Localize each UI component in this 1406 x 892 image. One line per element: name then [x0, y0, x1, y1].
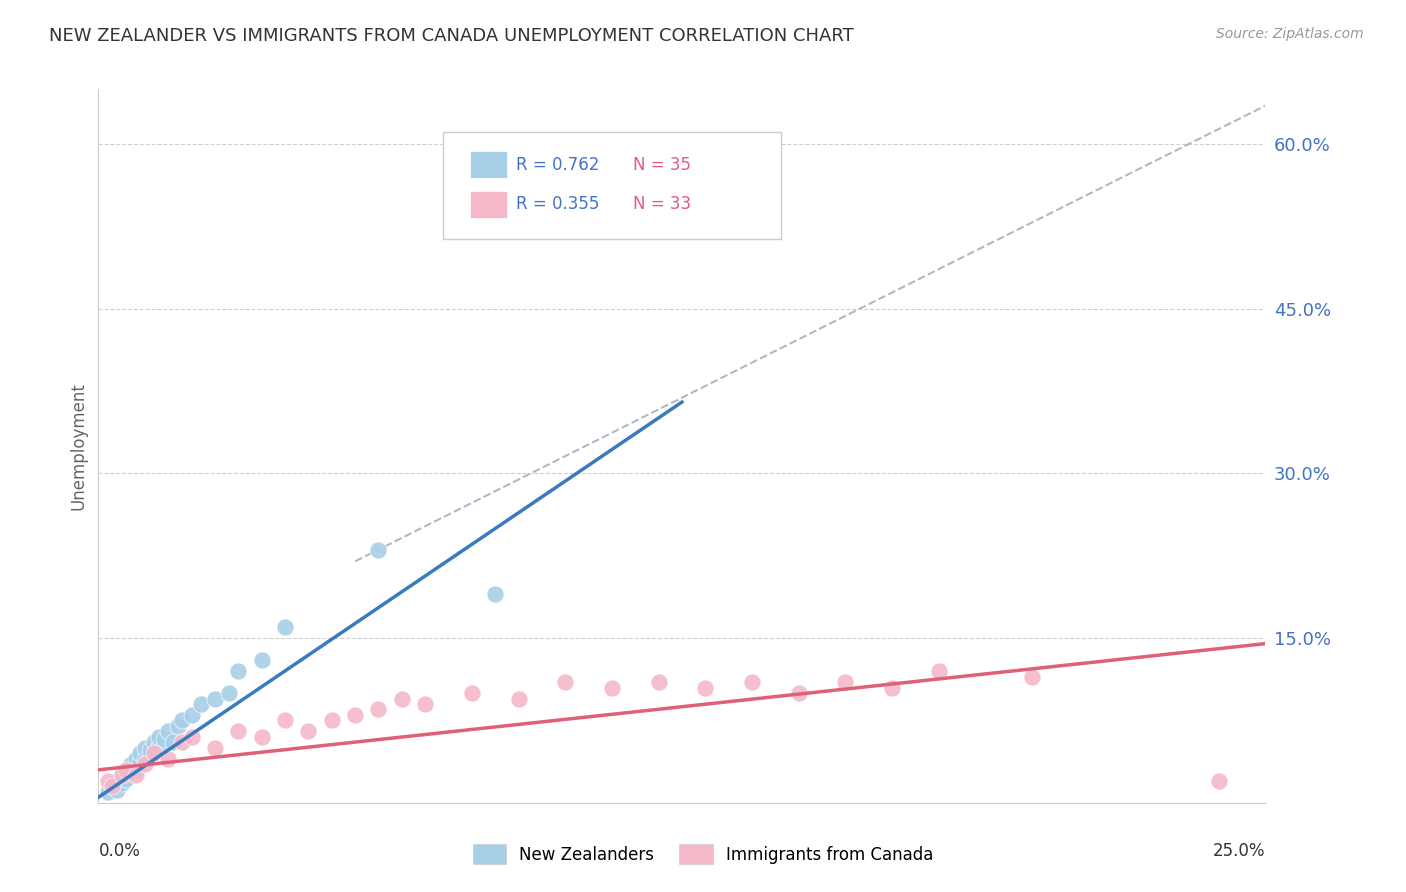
Point	[928, 664, 950, 678]
Point	[134, 740, 156, 755]
Point	[190, 697, 212, 711]
Point	[204, 691, 226, 706]
Point	[172, 735, 194, 749]
Point	[228, 724, 250, 739]
Point	[367, 702, 389, 716]
Point	[134, 752, 156, 766]
Text: N = 33: N = 33	[633, 195, 690, 213]
Text: R = 0.762: R = 0.762	[516, 156, 599, 174]
Point	[508, 691, 530, 706]
Point	[152, 732, 174, 747]
Point	[115, 763, 138, 777]
Point	[125, 763, 148, 777]
Point	[180, 708, 202, 723]
Point	[148, 730, 170, 744]
Point	[125, 768, 148, 782]
Point	[97, 773, 120, 788]
Point	[228, 664, 250, 678]
Point	[484, 587, 506, 601]
Point	[391, 691, 413, 706]
Point	[111, 776, 134, 790]
Point	[111, 768, 134, 782]
Point	[880, 681, 903, 695]
Point	[344, 708, 367, 723]
Point	[647, 675, 669, 690]
Point	[250, 653, 273, 667]
Point	[180, 730, 202, 744]
FancyBboxPatch shape	[470, 191, 508, 218]
Point	[162, 735, 184, 749]
Point	[834, 675, 856, 690]
Text: Source: ZipAtlas.com: Source: ZipAtlas.com	[1216, 27, 1364, 41]
Point	[129, 747, 152, 761]
Point	[787, 686, 810, 700]
Point	[250, 730, 273, 744]
Y-axis label: Unemployment: Unemployment	[69, 382, 87, 510]
Point	[218, 686, 240, 700]
Point	[695, 681, 717, 695]
Point	[125, 752, 148, 766]
Text: N = 35: N = 35	[633, 156, 690, 174]
Point	[166, 719, 188, 733]
Point	[321, 714, 343, 728]
Point	[139, 743, 162, 757]
Point	[105, 782, 128, 797]
Point	[172, 714, 194, 728]
Point	[105, 773, 128, 788]
Point	[101, 780, 124, 794]
Point	[297, 724, 319, 739]
Point	[111, 768, 134, 782]
Point	[274, 714, 297, 728]
Point	[157, 724, 180, 739]
Point	[134, 757, 156, 772]
Point	[367, 543, 389, 558]
FancyBboxPatch shape	[443, 132, 782, 239]
Point	[101, 780, 124, 794]
Point	[204, 740, 226, 755]
Point	[274, 620, 297, 634]
Point	[1208, 773, 1230, 788]
Point	[148, 739, 170, 753]
Text: 25.0%: 25.0%	[1213, 842, 1265, 860]
Point	[129, 754, 152, 768]
Point	[143, 747, 166, 761]
Point	[97, 785, 120, 799]
Point	[554, 675, 576, 690]
Point	[461, 686, 484, 700]
Point	[600, 681, 623, 695]
Point	[115, 763, 138, 777]
Text: 0.0%: 0.0%	[98, 842, 141, 860]
Text: R = 0.355: R = 0.355	[516, 195, 599, 213]
Point	[157, 752, 180, 766]
Point	[1021, 669, 1043, 683]
Point	[115, 772, 138, 786]
Point	[120, 757, 142, 772]
Point	[600, 169, 623, 184]
Legend: New Zealanders, Immigrants from Canada: New Zealanders, Immigrants from Canada	[465, 838, 941, 871]
Point	[741, 675, 763, 690]
Point	[413, 697, 436, 711]
FancyBboxPatch shape	[470, 152, 508, 178]
Text: NEW ZEALANDER VS IMMIGRANTS FROM CANADA UNEMPLOYMENT CORRELATION CHART: NEW ZEALANDER VS IMMIGRANTS FROM CANADA …	[49, 27, 853, 45]
Point	[143, 735, 166, 749]
Point	[120, 765, 142, 780]
